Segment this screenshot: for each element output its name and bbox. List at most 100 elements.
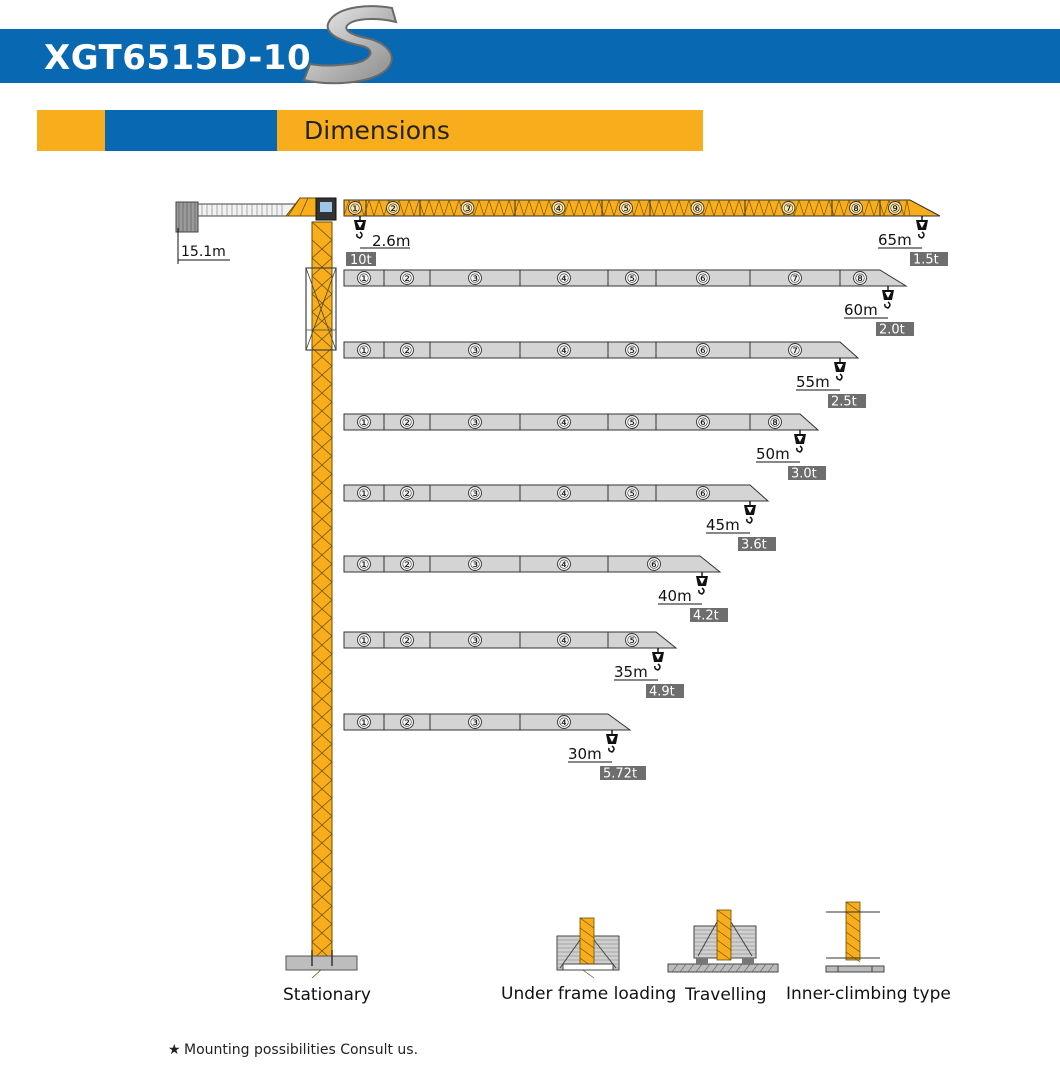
jib-section-label: ② <box>402 272 413 286</box>
jib-length-label: 35m <box>614 663 648 681</box>
caption-inner-climbing: Inner-climbing type <box>786 984 951 1004</box>
load-badge <box>876 322 914 336</box>
counter-jib-length-label: 15.1m <box>181 244 226 260</box>
jib-length-label: 60m <box>844 301 878 319</box>
jib-section-label: ⑥ <box>649 558 660 572</box>
load-badge <box>600 766 646 780</box>
jib-section-label: ③ <box>470 634 481 648</box>
load-badge <box>910 252 948 266</box>
jib-section-label: ⑤ <box>627 416 638 430</box>
load-label: 2.0t <box>879 323 905 338</box>
load-badge <box>828 394 866 408</box>
jib-section-label: ② <box>402 716 413 730</box>
load-badge <box>690 608 728 622</box>
jib-section-label: ⑥ <box>692 202 703 216</box>
jib-section-label: ② <box>402 344 413 358</box>
first-hook-radius-label: 2.6m <box>372 232 410 250</box>
load-label: 4.2t <box>693 609 719 624</box>
jib-section-label: ④ <box>559 716 570 730</box>
climbing-cage <box>305 267 337 351</box>
load-label: 3.0t <box>791 467 817 482</box>
header-bar <box>0 29 1060 83</box>
jib-40m: ① ② ③ ④ ⑥ <box>343 555 722 573</box>
jib-section-label: ② <box>402 558 413 572</box>
jib-section-label: ⑤ <box>627 272 638 286</box>
jib-section-label: ② <box>402 487 413 501</box>
hook-icon <box>652 648 664 671</box>
jib-section-label: ④ <box>559 487 570 501</box>
hook-icon <box>834 358 846 381</box>
jib-section-label: ③ <box>470 272 481 286</box>
jib-section-label: ① <box>359 416 370 430</box>
jib-section-label: ③ <box>470 558 481 572</box>
jib-section-label: ⑤ <box>621 202 632 216</box>
jib-length-label: 50m <box>756 445 790 463</box>
jib-section-label: ④ <box>559 344 570 358</box>
caption-under-frame: Under frame loading <box>501 984 677 1004</box>
s-logo-icon <box>302 5 398 85</box>
first-hook-icon <box>354 216 366 239</box>
load-label: 3.6t <box>741 538 767 553</box>
jib-section-label: ① <box>350 202 361 216</box>
jib-section-label: ⑥ <box>698 344 709 358</box>
jib-section-label: ⑥ <box>698 487 709 501</box>
caption-stationary: Stationary <box>283 985 371 1005</box>
jib-65m: ① ② ③ ④ ⑤ ⑥ ⑦ ⑧ ⑨ <box>343 199 941 217</box>
load-label: 2.5t <box>831 395 857 410</box>
section-title: Dimensions <box>304 116 450 145</box>
section-bar-accent <box>105 110 277 151</box>
jib-section-label: ① <box>359 487 370 501</box>
jib-length-label: 30m <box>568 745 602 763</box>
jib-section-label: ④ <box>553 202 564 216</box>
jib-section-label: ⑥ <box>698 416 709 430</box>
load-label: 4.9t <box>649 685 675 700</box>
jib-60m: ① ② ③ ④ ⑤ ⑥ ⑦ ⑧ <box>343 269 908 287</box>
jib-section-label: ⑧ <box>770 416 781 430</box>
jib-section-label: ⑤ <box>627 487 638 501</box>
jib-section-label: ① <box>359 272 370 286</box>
jib-section-label: ⑥ <box>698 272 709 286</box>
jib-section-label: ⑤ <box>627 344 638 358</box>
load-label: 5.72t <box>603 767 637 782</box>
mounting-under-frame-icon <box>556 917 620 979</box>
jib-section-label: ③ <box>470 416 481 430</box>
hook-icon <box>696 572 708 595</box>
hook-icon <box>882 286 894 309</box>
hook-icon <box>744 501 756 524</box>
jib-section-label: ⑨ <box>890 202 901 216</box>
jib-section-label: ④ <box>559 634 570 648</box>
jib-section-label: ① <box>359 716 370 730</box>
jib-length-label: 45m <box>706 516 740 534</box>
jib-55m: ① ② ③ ④ ⑤ ⑥ ⑦ <box>343 341 860 359</box>
jib-section-label: ⑦ <box>790 344 801 358</box>
jib-length-label: 65m <box>878 231 912 249</box>
jib-50m: ① ② ③ ④ ⑤ ⑥ ⑧ <box>343 413 820 431</box>
footnote-text: Mounting possibilities Consult us. <box>184 1042 419 1058</box>
jib-section-label: ⑦ <box>790 272 801 286</box>
jib-section-label: ⑦ <box>783 202 794 216</box>
mounting-travelling-icon <box>667 909 779 973</box>
mounting-inner-climbing-icon <box>825 901 885 973</box>
jib-section-label: ③ <box>470 344 481 358</box>
jib-section-label: ③ <box>470 487 481 501</box>
jib-section-label: ⑧ <box>851 202 862 216</box>
jib-section-label: ⑤ <box>627 634 638 648</box>
jib-section-label: ③ <box>462 202 473 216</box>
jib-section-label: ② <box>402 634 413 648</box>
load-label: 1.5t <box>913 253 939 268</box>
counter-jib <box>175 197 319 233</box>
jib-section-label: ① <box>359 634 370 648</box>
hook-icon <box>606 730 618 753</box>
jib-section-label: ③ <box>470 716 481 730</box>
jib-length-label: 40m <box>658 587 692 605</box>
model-title: XGT6515D-10 <box>44 38 312 78</box>
tower-mast <box>311 221 333 979</box>
jib-45m: ① ② ③ ④ ⑤ ⑥ <box>343 484 770 502</box>
jib-section-label: ④ <box>559 272 570 286</box>
load-badge <box>646 684 684 698</box>
load-badge <box>738 537 776 551</box>
jib-section-label: ② <box>402 416 413 430</box>
hook-icon <box>916 216 928 239</box>
jib-30m: ① ② ③ ④ <box>343 713 632 731</box>
